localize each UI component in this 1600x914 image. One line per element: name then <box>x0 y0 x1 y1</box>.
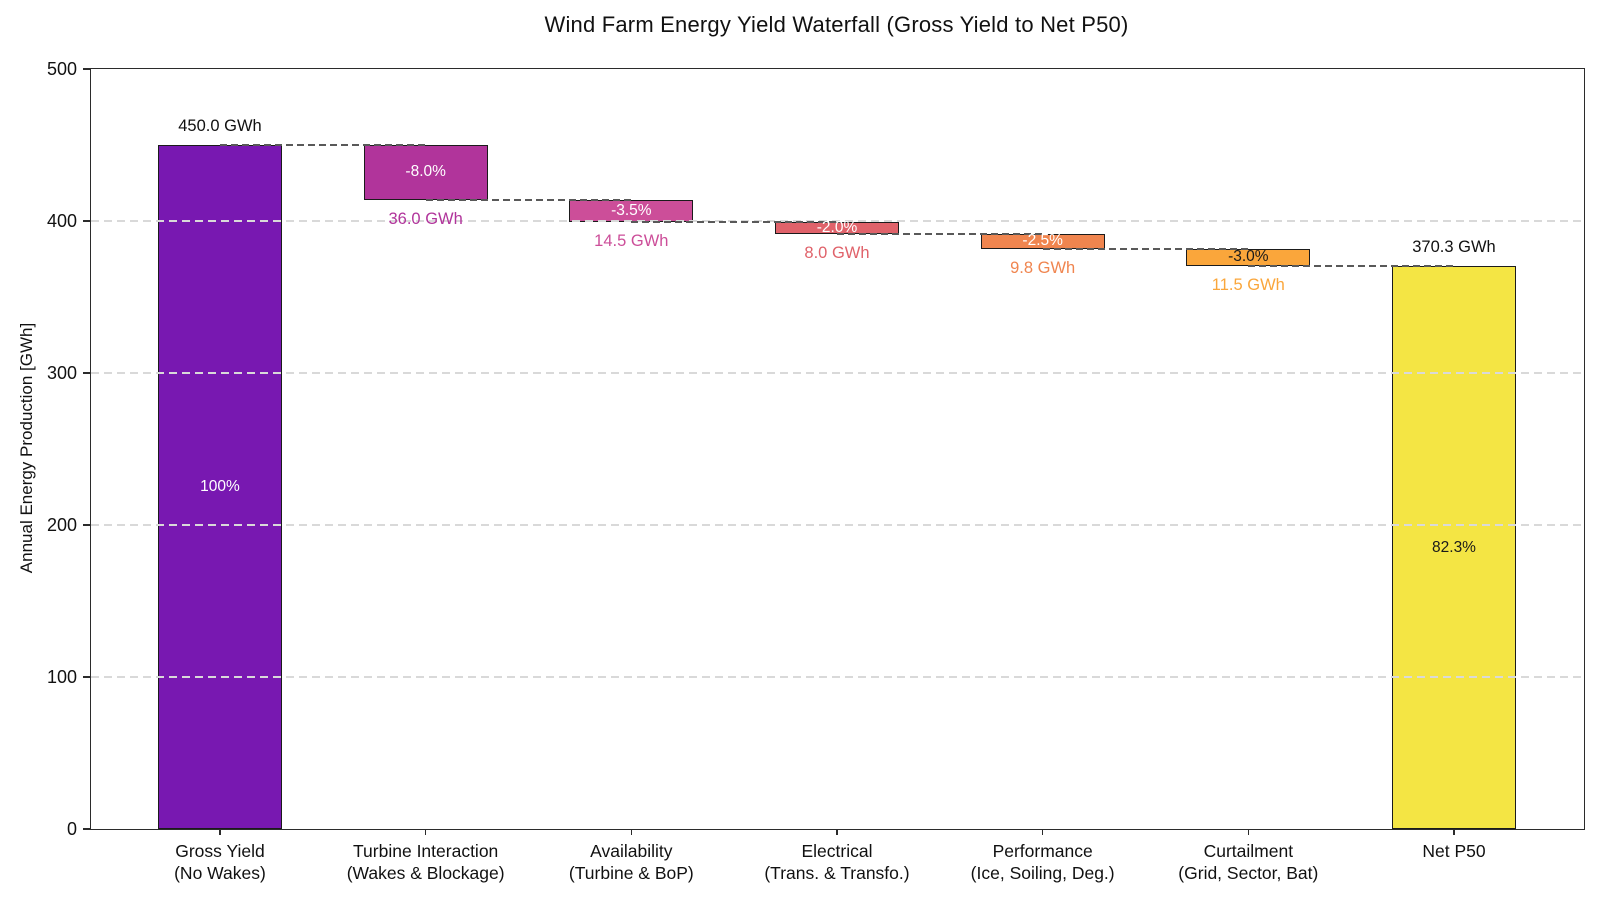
x-category-line1: Availability <box>590 841 673 861</box>
bar-total-label-net-p50: 370.3 GWh <box>1412 238 1496 257</box>
bar-percent-label-gross-yield: 100% <box>200 478 240 495</box>
x-category-line1: Turbine Interaction <box>353 841 499 861</box>
y-tick-label-100: 100 <box>46 667 77 687</box>
x-category-line1: Net P50 <box>1422 841 1486 861</box>
bar-percent-label-availability: -3.5% <box>611 201 652 219</box>
connector-6 <box>1248 265 1454 268</box>
bar-percent-label-net-p50: 82.3% <box>1432 538 1476 556</box>
x-tick-net-p50 <box>1453 829 1455 835</box>
y-gridline-300 <box>91 372 1584 374</box>
x-tick-label-turbine-interaction: Turbine Interaction (Wakes & Blockage) <box>309 841 543 884</box>
connector-5 <box>1042 247 1249 250</box>
bar-percent-label-turbine-interaction: -8.0% <box>405 163 446 181</box>
x-tick-label-performance: Performance (Ice, Soiling, Deg.) <box>926 841 1160 884</box>
bar-delta-label-turbine-interaction: 36.0 GWh <box>388 209 463 228</box>
connector-1 <box>220 144 426 146</box>
bar-delta-label-electrical: 8.0 GWh <box>804 243 870 262</box>
x-category-line1: Gross Yield <box>175 841 265 861</box>
x-tick-availability <box>630 829 633 835</box>
x-tick-label-gross-yield: Gross Yield (No Wakes) <box>103 841 337 884</box>
x-tick-curtailment <box>1247 829 1250 835</box>
plot-area: 0 100 200 300 400 500 100% 450.0 GWh Gross Yield… <box>47 59 1585 883</box>
chart-title: Wind Farm Energy Yield Waterfall (Gross … <box>544 12 1129 37</box>
bar-gross-yield <box>158 145 282 829</box>
x-tick-performance <box>1041 829 1044 835</box>
connector-2 <box>425 198 632 201</box>
x-tick-electrical <box>836 829 838 835</box>
y-gridline-400 <box>91 220 1584 222</box>
x-tick-gross-yield <box>219 829 221 835</box>
x-category-line2: (Wakes & Blockage) <box>346 862 505 883</box>
y-tick-label-0: 0 <box>66 819 77 839</box>
y-tick-200 <box>83 524 91 526</box>
x-category-line1: Performance <box>992 841 1093 861</box>
connector-4 <box>837 233 1043 235</box>
connector-3 <box>631 220 837 223</box>
x-tick-label-electrical: Electrical (Trans. & Transfo.) <box>720 841 954 884</box>
bar-net-p50 <box>1392 266 1516 829</box>
x-category-line1: Electrical <box>801 841 873 861</box>
y-gridline-200 <box>91 524 1584 526</box>
y-tick-label-300: 300 <box>46 363 77 383</box>
y-tick-label-500: 500 <box>46 59 77 79</box>
bar-percent-label-performance: -2.5% <box>1022 232 1063 250</box>
bar-total-label-gross-yield: 450.0 GWh <box>178 117 262 135</box>
x-tick-turbine-interaction <box>424 829 427 835</box>
bar-percent-label-electrical: -2.0% <box>816 218 858 236</box>
bar-delta-label-performance: 9.8 GWh <box>1010 258 1076 277</box>
y-tick-label-400: 400 <box>46 211 77 231</box>
y-tick-300 <box>83 372 91 374</box>
bar-percent-label-curtailment: -3.0% <box>1228 248 1269 266</box>
x-category-line2: (Trans. & Transfo.) <box>764 862 910 883</box>
bar-delta-label-availability: 14.5 GWh <box>594 231 669 250</box>
y-axis-label: Annual Energy Production [GWh] <box>17 322 36 574</box>
y-tick-label-200: 200 <box>46 515 77 535</box>
x-category-line2: (Turbine & BoP) <box>568 862 694 883</box>
bar-delta-label-curtailment: 11.5 GWh <box>1211 276 1285 295</box>
x-category-line2: (Ice, Soiling, Deg.) <box>970 862 1115 883</box>
x-tick-label-availability: Availability (Turbine & BoP) <box>515 841 749 884</box>
x-category-line2: (Grid, Sector, Bat) <box>1178 862 1319 883</box>
x-tick-label-curtailment: Curtailment (Grid, Sector, Bat) <box>1132 841 1366 884</box>
y-tick-400 <box>83 220 91 222</box>
y-tick-500 <box>83 68 91 70</box>
y-gridline-100 <box>91 676 1584 678</box>
y-tick-100 <box>83 676 91 678</box>
x-category-line2: (No Wakes) <box>174 862 266 883</box>
x-tick-label-net-p50: Net P50 <box>1337 841 1571 863</box>
x-category-line1: Curtailment <box>1203 841 1294 861</box>
y-tick-0 <box>83 828 91 830</box>
